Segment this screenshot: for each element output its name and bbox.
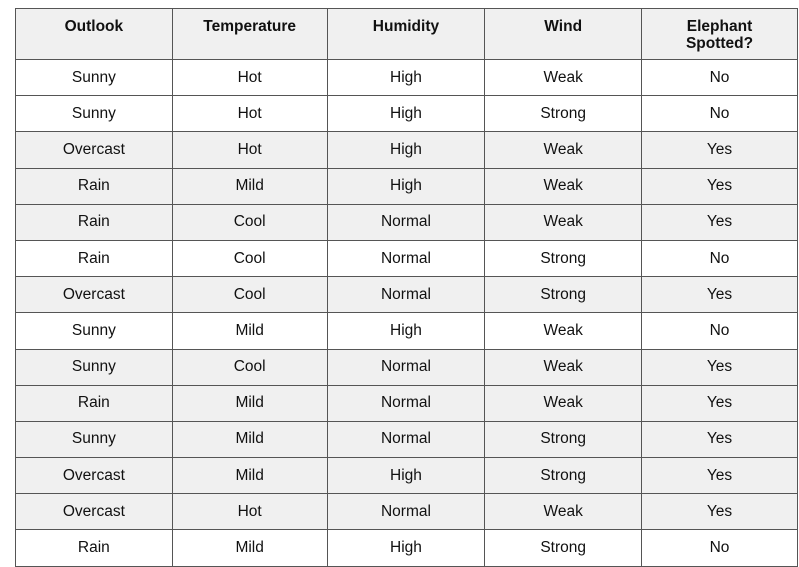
- cell-humidity: High: [326, 58, 486, 97]
- table-row: Overcast Hot Normal Weak Yes: [15, 493, 798, 531]
- table-row: Rain Cool Normal Strong No: [15, 239, 798, 278]
- cell-humidity: Normal: [326, 276, 486, 314]
- cell-wind: Strong: [484, 420, 643, 459]
- cell-wind: Strong: [484, 276, 643, 314]
- header-outlook: Outlook: [15, 8, 173, 60]
- header-row: Outlook Temperature Humidity Wind Elepha…: [15, 8, 798, 60]
- cell-wind: Weak: [484, 58, 643, 97]
- cell-outlook: Rain: [15, 167, 173, 205]
- cell-elephant-spotted: No: [641, 312, 798, 350]
- cell-humidity: Normal: [326, 239, 486, 278]
- cell-wind: Weak: [484, 312, 643, 350]
- cell-wind: Strong: [484, 457, 643, 495]
- table-row: Rain Cool Normal Weak Yes: [15, 203, 798, 241]
- cell-humidity: High: [326, 95, 486, 133]
- cell-outlook: Overcast: [15, 131, 173, 169]
- cell-wind: Strong: [484, 95, 643, 133]
- cell-elephant-spotted: No: [641, 58, 798, 97]
- header-wind: Wind: [484, 8, 643, 60]
- cell-temperature: Hot: [171, 95, 328, 133]
- table-row: Sunny Cool Normal Weak Yes: [15, 348, 798, 386]
- cell-outlook: Overcast: [15, 457, 173, 495]
- table-row: Rain Mild High Weak Yes: [15, 167, 798, 205]
- cell-temperature: Hot: [171, 493, 328, 531]
- cell-humidity: High: [326, 167, 486, 205]
- cell-humidity: High: [326, 457, 486, 495]
- cell-elephant-spotted: Yes: [641, 203, 798, 241]
- cell-elephant-spotted: Yes: [641, 131, 798, 169]
- cell-elephant-spotted: Yes: [641, 348, 798, 386]
- cell-temperature: Mild: [171, 457, 328, 495]
- cell-temperature: Mild: [171, 167, 328, 205]
- table-row: Sunny Mild High Weak No: [15, 312, 798, 350]
- cell-outlook: Sunny: [15, 95, 173, 133]
- cell-temperature: Mild: [171, 384, 328, 422]
- cell-wind: Weak: [484, 384, 643, 422]
- header-humidity: Humidity: [326, 8, 486, 60]
- cell-outlook: Rain: [15, 239, 173, 278]
- header-elephant-spotted: Elephant Spotted?: [641, 8, 798, 60]
- cell-wind: Weak: [484, 131, 643, 169]
- cell-outlook: Overcast: [15, 493, 173, 531]
- cell-elephant-spotted: Yes: [641, 457, 798, 495]
- header-temperature: Temperature: [171, 8, 328, 60]
- cell-temperature: Mild: [171, 420, 328, 459]
- cell-humidity: Normal: [326, 203, 486, 241]
- cell-outlook: Sunny: [15, 58, 173, 97]
- cell-humidity: High: [326, 131, 486, 169]
- cell-humidity: Normal: [326, 420, 486, 459]
- cell-temperature: Cool: [171, 203, 328, 241]
- table-row: Rain Mild Normal Weak Yes: [15, 384, 798, 422]
- cell-temperature: Cool: [171, 348, 328, 386]
- table-row: Overcast Hot High Weak Yes: [15, 131, 798, 169]
- cell-outlook: Rain: [15, 203, 173, 241]
- cell-elephant-spotted: No: [641, 95, 798, 133]
- cell-elephant-spotted: Yes: [641, 493, 798, 531]
- cell-outlook: Sunny: [15, 312, 173, 350]
- cell-elephant-spotted: Yes: [641, 420, 798, 459]
- cell-elephant-spotted: No: [641, 529, 798, 567]
- cell-wind: Strong: [484, 529, 643, 567]
- cell-temperature: Mild: [171, 312, 328, 350]
- cell-wind: Weak: [484, 203, 643, 241]
- cell-wind: Weak: [484, 348, 643, 386]
- cell-elephant-spotted: Yes: [641, 384, 798, 422]
- cell-outlook: Rain: [15, 384, 173, 422]
- cell-outlook: Sunny: [15, 420, 173, 459]
- cell-temperature: Hot: [171, 58, 328, 97]
- cell-outlook: Rain: [15, 529, 173, 567]
- cell-temperature: Mild: [171, 529, 328, 567]
- cell-elephant-spotted: Yes: [641, 167, 798, 205]
- cell-temperature: Hot: [171, 131, 328, 169]
- table-row: Sunny Hot High Strong No: [15, 95, 798, 133]
- table-row: Overcast Cool Normal Strong Yes: [15, 276, 798, 314]
- table-row: Rain Mild High Strong No: [15, 529, 798, 567]
- cell-outlook: Overcast: [15, 276, 173, 314]
- cell-wind: Weak: [484, 167, 643, 205]
- table-row: Overcast Mild High Strong Yes: [15, 457, 798, 495]
- cell-humidity: Normal: [326, 493, 486, 531]
- cell-elephant-spotted: Yes: [641, 276, 798, 314]
- cell-humidity: Normal: [326, 384, 486, 422]
- cell-humidity: High: [326, 312, 486, 350]
- table-row: Sunny Mild Normal Strong Yes: [15, 420, 798, 459]
- cell-elephant-spotted: No: [641, 239, 798, 278]
- cell-wind: Strong: [484, 239, 643, 278]
- cell-temperature: Cool: [171, 276, 328, 314]
- cell-humidity: Normal: [326, 348, 486, 386]
- elephant-data-table: Outlook Temperature Humidity Wind Elepha…: [15, 8, 798, 567]
- table-row: Sunny Hot High Weak No: [15, 58, 798, 97]
- cell-outlook: Sunny: [15, 348, 173, 386]
- cell-humidity: High: [326, 529, 486, 567]
- cell-temperature: Cool: [171, 239, 328, 278]
- cell-wind: Weak: [484, 493, 643, 531]
